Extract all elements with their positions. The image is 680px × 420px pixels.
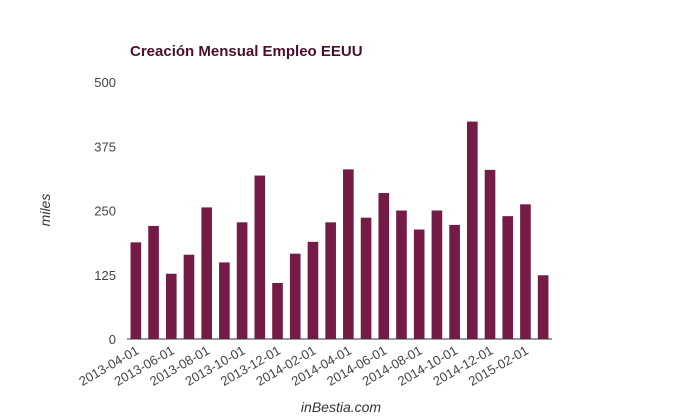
- bar-2014-06-01: [378, 193, 390, 339]
- bar-2013-12-01: [272, 282, 283, 339]
- bar-2015-03-01: [537, 275, 549, 339]
- bar-2014-05-01: [360, 217, 372, 339]
- bar-2013-04-01: [130, 242, 142, 339]
- bar-2015-02-01: [520, 204, 531, 339]
- bar-2013-11-01: [254, 175, 266, 339]
- x-axis-ticks: 2013-04-012013-06-012013-08-012013-10-01…: [76, 343, 531, 389]
- x-axis-label: inBestia.com: [301, 399, 381, 415]
- y-axis-label: miles: [37, 194, 53, 227]
- bar-2014-01-01: [289, 253, 301, 339]
- chart-title: Creación Mensual Empleo EEUU: [130, 43, 363, 60]
- bar-2013-08-01: [201, 207, 212, 339]
- bar-2013-10-01: [236, 222, 248, 339]
- bar-2013-07-01: [183, 254, 195, 339]
- y-tick-label: 500: [94, 75, 116, 90]
- bar-2013-05-01: [148, 225, 159, 339]
- bar-2015-01-01: [502, 216, 514, 339]
- bar-2013-09-01: [219, 262, 230, 339]
- bars: [130, 121, 549, 339]
- bar-2014-02-01: [307, 241, 319, 339]
- bar-2014-12-01: [484, 169, 496, 339]
- bar-2014-03-01: [325, 222, 336, 339]
- bar-2014-04-01: [343, 169, 354, 339]
- bar-2014-10-01: [449, 224, 460, 339]
- y-axis-ticks: 0 125 250 375 500: [94, 75, 116, 347]
- y-tick-label: 375: [94, 139, 116, 154]
- y-tick-label: 125: [94, 268, 116, 283]
- bar-2014-07-01: [396, 210, 407, 339]
- y-tick-label: 250: [94, 204, 116, 219]
- bar-2014-11-01: [467, 121, 478, 339]
- y-tick-label: 0: [109, 332, 116, 347]
- bar-2014-08-01: [413, 229, 425, 339]
- bar-2014-09-01: [431, 210, 443, 339]
- bar-2013-06-01: [165, 273, 177, 339]
